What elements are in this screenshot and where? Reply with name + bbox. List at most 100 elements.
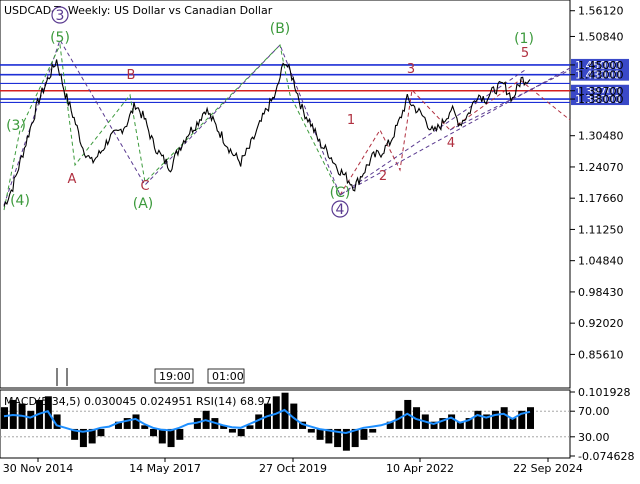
level-label-box (571, 58, 629, 71)
macd-histogram-bar (237, 428, 245, 437)
macd-histogram-bar (71, 428, 79, 440)
macd-histogram-bar (430, 421, 438, 429)
price-line (3, 59, 531, 207)
macd-histogram-bar (246, 425, 254, 429)
y-tick-label: 1.43000 (578, 69, 624, 82)
x-tick-label: 14 May 2017 (129, 462, 201, 475)
macd-histogram-bar (123, 418, 131, 429)
macd-histogram-bar (474, 410, 482, 429)
wave-dashed-minor (339, 79, 571, 196)
macd-histogram-bar (483, 414, 491, 429)
projection-lines (3, 38, 571, 211)
macd-histogram-bar (132, 414, 140, 429)
time-box-1: 19:00 (154, 368, 194, 384)
wave-label: 1 (347, 113, 355, 128)
macd-tick-label: 30.00 (578, 431, 610, 444)
macd-histogram-bar (325, 428, 333, 444)
wave-label: (5) (50, 30, 70, 46)
macd-histogram-bar (518, 410, 526, 429)
macd-histogram-bar (79, 428, 87, 448)
level-label: 1.38000 (575, 93, 621, 106)
wave-label-circle (331, 200, 349, 218)
macd-histogram-bar (307, 428, 315, 433)
macd-histogram-bar (527, 407, 534, 429)
macd-label: MACD(5,34,5) 0.030045 0.024951 RSI(14) 6… (4, 395, 271, 408)
y-tick-label: 0.92020 (578, 317, 624, 330)
wave-label: C (140, 179, 149, 194)
y-tick-label: 1.56120 (578, 5, 624, 18)
macd-histogram-bar (114, 421, 122, 429)
y-tick-label: 1.11250 (578, 223, 624, 236)
y-tick-label: 1.30480 (578, 130, 624, 143)
y-tick-label: 1.04840 (578, 255, 624, 268)
trend-line-lower (449, 69, 571, 131)
x-tick-label: 10 Apr 2022 (386, 462, 454, 475)
wave-label: (A) (133, 196, 154, 212)
y-tick-label: 1.17660 (578, 192, 624, 205)
macd-histogram-bar (1, 407, 8, 429)
macd-histogram-bar (334, 428, 342, 448)
macd-histogram-bar (465, 418, 473, 429)
wave-label: (B) (270, 21, 291, 37)
macd-histogram-bar (290, 403, 298, 429)
macd-histogram-bar (448, 414, 456, 429)
wave-label: 5 (521, 46, 529, 61)
macd-panel: MACD(5,34,5) 0.030045 0.024951 RSI(14) 6… (0, 386, 634, 463)
level-label-box (571, 93, 629, 106)
price-series (3, 59, 531, 207)
macd-histogram-bar (97, 428, 105, 437)
y-tick-label: 1.50840 (578, 30, 624, 43)
y-tick-label: 1.24070 (578, 161, 624, 174)
wave-label: 2 (379, 169, 387, 184)
level-label-box (571, 68, 629, 81)
macd-tick-label: 70.00 (578, 405, 610, 418)
y-tick-label: 0.85610 (578, 348, 624, 361)
macd-histogram-bar (369, 428, 377, 433)
macd-histogram-bar (150, 428, 158, 437)
macd-histogram-bar (220, 425, 228, 429)
macd-histogram-bar (141, 425, 149, 429)
macd-histogram-bar (509, 418, 517, 429)
x-tick-label: 30 Nov 2014 (3, 462, 73, 475)
macd-histogram-bar (360, 428, 368, 440)
macd-tick-label: 0.101928 (578, 386, 631, 399)
macd-histogram-bar (386, 421, 394, 429)
macd-histogram-bar (439, 418, 447, 429)
macd-histogram-bar (316, 428, 324, 440)
x-axis-ticks: 30 Nov 2014 14 May 2017 27 Oct 2019 10 Apr … (3, 458, 583, 475)
macd-histogram-bar (491, 410, 499, 429)
macd-histogram-bar (53, 414, 61, 429)
macd-histogram-bar (456, 421, 464, 429)
y-tick-label: 1.45000 (578, 59, 624, 72)
wave-label: (1) (514, 31, 534, 47)
wave-label: A (68, 172, 77, 187)
macd-histogram-bar (88, 428, 96, 444)
macd-histogram-bar (228, 428, 236, 433)
x-tick-label: 27 Oct 2019 (259, 462, 327, 475)
wave-label: (3) (6, 118, 26, 134)
macd-histogram-bar (351, 428, 359, 448)
wave-label: 3 (56, 8, 65, 24)
wave-label: (4) (10, 193, 30, 209)
wave-label: 4 (336, 202, 345, 218)
time-box-1-label: 19:00 (159, 370, 191, 383)
macd-histogram-bar (255, 414, 263, 429)
wave-dashed-intermediate (3, 43, 341, 211)
wave-label: B (127, 68, 136, 83)
rsi-line (3, 408, 531, 435)
macd-histogram-bar (176, 428, 184, 440)
wave-dashed-primary (3, 38, 526, 206)
x-tick-label: 22 Sep 2024 (513, 462, 583, 475)
macd-histogram-bar (167, 428, 175, 448)
wave-label: 4 (447, 136, 455, 151)
macd-histogram-bar (299, 421, 307, 429)
wave-label: (C) (330, 185, 351, 201)
main-plot-frame (0, 0, 571, 389)
time-box-2-label: 01:00 (212, 370, 244, 383)
macd-histogram-bar (158, 428, 166, 444)
macd-histogram-bar (500, 407, 508, 429)
